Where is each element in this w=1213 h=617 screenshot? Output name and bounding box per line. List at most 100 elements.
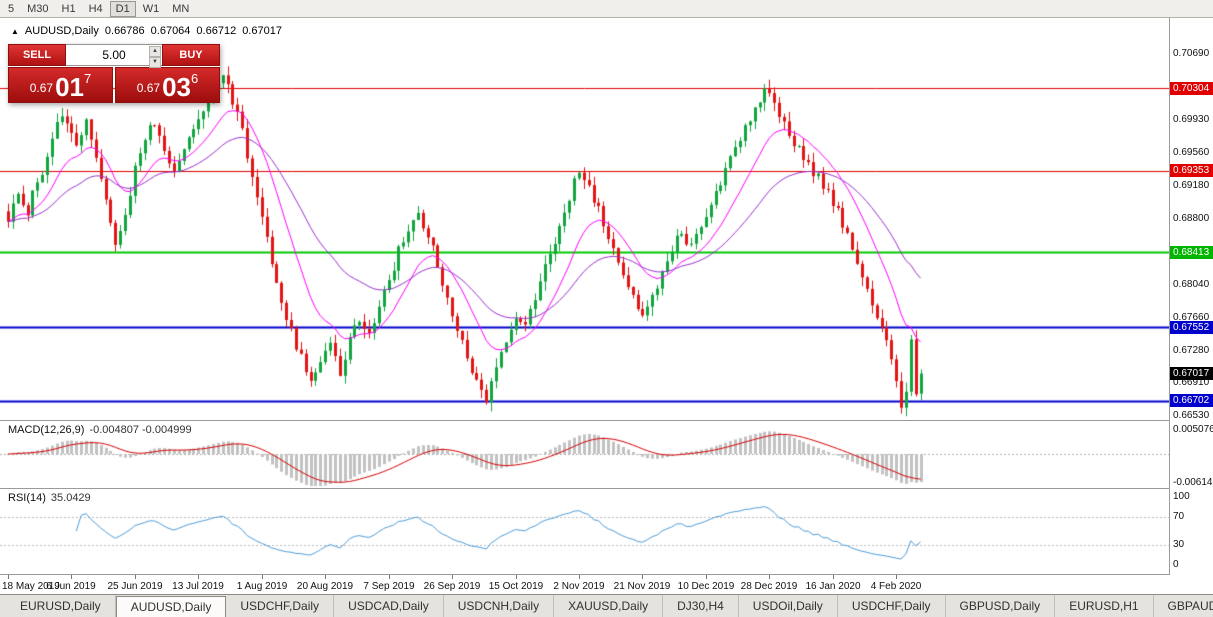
rsi-label: RSI(14) 35.0429 <box>8 492 91 504</box>
sell-price-button[interactable]: 0.67 01 7 <box>8 67 113 103</box>
chart-tab-eurusd-h1[interactable]: EURUSD,H1 <box>1055 595 1154 617</box>
date-tick <box>516 575 517 579</box>
chart-tab-gbpaud-h1[interactable]: GBPAUD,H1 <box>1154 595 1213 617</box>
macd-axis-label: 0.005076 <box>1173 424 1213 436</box>
rsi-indicator-name: RSI(14) <box>8 492 46 504</box>
timeframe-button-h4[interactable]: H4 <box>88 2 103 15</box>
price-tick-label: 0.69560 <box>1173 146 1210 158</box>
chart-tab-audusd-daily[interactable]: AUDUSD,Daily <box>115 596 227 617</box>
chart-window: 18 May 2019 6 Jun 2019 25 Jun 2019 13 Jul 2… <box>0 18 1213 594</box>
timeframe-button-w1[interactable]: W1 <box>142 2 160 15</box>
date-tick <box>706 575 707 579</box>
timeframe-button-mn[interactable]: MN <box>172 2 190 15</box>
date-tick <box>452 575 453 579</box>
buy-price-big: 03 <box>162 72 192 102</box>
macd-indicator-name: MACD(12,26,9) <box>8 424 85 436</box>
timeframe-button-5[interactable]: 5 <box>8 2 15 15</box>
date-tick <box>579 575 580 579</box>
sell-price-big: 01 <box>55 72 85 102</box>
volume-increase-button[interactable]: ▲ <box>149 46 161 57</box>
date-label: 18 May 2019 <box>2 581 60 592</box>
price-badge: 0.66702 <box>1170 394 1213 408</box>
rsi-axis-label: 30 <box>1173 538 1185 550</box>
timeframe-button-d1[interactable]: D1 <box>109 0 136 17</box>
macd-canvas[interactable] <box>0 421 1169 488</box>
date-tick <box>389 575 390 579</box>
date-label: 10 Dec 2019 <box>677 581 735 592</box>
date-label: 25 Jun 2019 <box>107 581 163 592</box>
date-label: 1 Aug 2019 <box>236 581 288 592</box>
price-badge: 0.67552 <box>1170 320 1213 334</box>
price-axis: 0.70690 0.69930 0.69560 0.69180 0.68800 0.680… <box>1169 18 1213 575</box>
date-tick <box>769 575 770 579</box>
sell-price-prefix: 0.67 <box>29 81 54 95</box>
volume-spinner: ▲ ▼ <box>149 46 161 68</box>
buy-price-pip: 6 <box>191 71 199 86</box>
trade-controls-row: SELL ▲ ▼ BUY <box>8 44 220 68</box>
date-tick <box>198 575 199 579</box>
low-value: 0.66712 <box>196 25 237 37</box>
trade-prices-row: 0.67 01 7 0.67 03 6 <box>8 67 220 103</box>
date-tick <box>642 575 643 579</box>
price-tick-label: 0.67660 <box>1173 311 1210 323</box>
chart-tab-dj30-h4[interactable]: DJ30,H4 <box>663 595 739 617</box>
date-tick <box>262 575 263 579</box>
macd-indicator-values: -0.004807 -0.004999 <box>89 424 192 436</box>
sell-price-pip: 7 <box>84 71 92 86</box>
time-axis: 18 May 2019 6 Jun 2019 25 Jun 2019 13 Jul 2… <box>0 575 1213 594</box>
date-tick <box>8 575 9 579</box>
chart-tab-usdcad-daily[interactable]: USDCAD,Daily <box>334 595 444 617</box>
high-value: 0.67064 <box>150 25 191 37</box>
price-tick-label: 0.68800 <box>1173 212 1210 224</box>
volume-input[interactable] <box>66 45 162 65</box>
price-badge: 0.69353 <box>1170 164 1213 178</box>
date-label: 4 Feb 2020 <box>870 581 922 592</box>
date-label: 16 Jan 2020 <box>805 581 861 592</box>
date-label: 7 Sep 2019 <box>363 581 415 592</box>
date-label: 20 Aug 2019 <box>296 581 354 592</box>
chart-tab-eurusd-daily[interactable]: EURUSD,Daily <box>6 595 116 617</box>
pane-separator <box>0 574 1213 575</box>
date-tick <box>135 575 136 579</box>
chart-tab-usdchf-daily[interactable]: USDCHF,Daily <box>226 595 335 617</box>
timeframe-toolbar: 5 M30 H1 H4 D1 W1 MN <box>0 0 1213 18</box>
rsi-indicator-value: 35.0429 <box>50 492 91 504</box>
date-label: 26 Sep 2019 <box>423 581 481 592</box>
rsi-axis-label: 100 <box>1173 491 1190 502</box>
chart-tab-usdcnh-daily[interactable]: USDCNH,Daily <box>444 595 555 617</box>
pane-separator[interactable] <box>0 488 1213 489</box>
price-tick-label: 0.70690 <box>1173 48 1210 60</box>
chart-tab-usdchf-daily[interactable]: USDCHF,Daily <box>838 595 946 617</box>
chart-tab-bar: EURUSD,Daily AUDUSD,Daily USDCHF,Daily USDC… <box>0 594 1213 617</box>
price-badge: 0.68413 <box>1170 245 1213 259</box>
date-label: 15 Oct 2019 <box>488 581 544 592</box>
chart-tab-xauusd-daily[interactable]: XAUUSD,Daily <box>554 595 664 617</box>
date-label: 28 Dec 2019 <box>740 581 798 592</box>
chart-tab-usdoil-daily[interactable]: USDOil,Daily <box>739 595 838 617</box>
buy-button[interactable]: BUY <box>162 44 220 66</box>
price-tick-label: 0.69180 <box>1173 179 1210 191</box>
pane-separator[interactable] <box>0 420 1213 421</box>
chart-tab-gbpusd-daily[interactable]: GBPUSD,Daily <box>946 595 1056 617</box>
rsi-canvas[interactable] <box>0 489 1169 574</box>
open-value: 0.66786 <box>104 25 145 37</box>
volume-box: ▲ ▼ <box>66 44 162 68</box>
close-value: 0.67017 <box>242 25 282 37</box>
date-tick <box>896 575 897 579</box>
date-label: 2 Nov 2019 <box>553 581 605 592</box>
volume-decrease-button[interactable]: ▼ <box>149 57 161 68</box>
price-tick-label: 0.67280 <box>1173 344 1210 356</box>
price-badge: 0.67017 <box>1170 367 1213 381</box>
sell-button[interactable]: SELL <box>8 44 66 66</box>
price-tick-label: 0.68040 <box>1173 278 1210 290</box>
timeframe-button-m30[interactable]: M30 <box>27 2 49 15</box>
timeframe-button-h1[interactable]: H1 <box>61 2 76 15</box>
date-label: 13 Jul 2019 <box>172 581 224 592</box>
date-tick <box>833 575 834 579</box>
symbol-period-label: AUDUSD,Daily <box>24 25 99 37</box>
buy-price-button[interactable]: 0.67 03 6 <box>115 67 220 103</box>
one-click-toggle-icon[interactable]: ▲ <box>11 26 19 36</box>
price-tick-label: 0.69930 <box>1173 114 1210 126</box>
